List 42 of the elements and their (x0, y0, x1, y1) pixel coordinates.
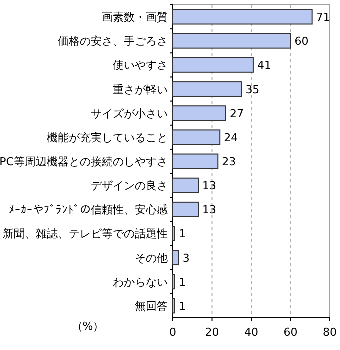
y-tick-label: 価格の安さ、手ごろさ (58, 35, 168, 48)
y-tick-label: 重さが軽い (113, 83, 168, 96)
data-label: 1 (178, 300, 186, 313)
data-label: 24 (224, 131, 238, 144)
bar (172, 178, 200, 194)
bar (172, 130, 221, 146)
x-tick-label: 0 (170, 326, 176, 339)
data-label: 23 (222, 156, 236, 168)
data-label: 41 (257, 59, 272, 72)
data-label: 13 (202, 180, 217, 193)
y-tick-label: ﾒｰｶｰやﾌﾞﾗﾝﾄﾞの信頼性、安心感 (9, 204, 168, 217)
bar (172, 82, 242, 97)
x-tick-label: 60 (284, 326, 298, 339)
bar (172, 154, 219, 170)
data-label: 71 (316, 11, 330, 24)
bar (172, 33, 292, 49)
bar (172, 202, 200, 218)
y-tick-label: その他 (135, 252, 168, 265)
x-axis-title: （%） (72, 320, 104, 333)
y-tick-label: 機能が充実していること (47, 131, 168, 144)
y-tick-label: わからない (113, 276, 168, 289)
x-tick-label: 80 (323, 326, 337, 339)
y-tick-label: 使いやすさ (113, 59, 168, 72)
y-tick-label: PC等周辺機器との接続のしやすさ (0, 156, 168, 168)
y-tick-label: 無回答 (135, 300, 168, 313)
y-tick-label: 新聞、雑誌、テレビ等での話題性 (3, 228, 168, 241)
data-label: 13 (202, 204, 217, 217)
data-label: 1 (178, 228, 186, 241)
data-label: 35 (246, 83, 260, 96)
bar (172, 106, 226, 122)
y-tick-label: 画素数・画質 (102, 11, 168, 24)
y-tick-label: サイズが小さい (91, 107, 168, 120)
data-label: 1 (178, 276, 186, 289)
bar (172, 57, 254, 73)
x-tick-label: 40 (244, 326, 258, 339)
bar (172, 250, 180, 266)
x-tick-label: 20 (205, 326, 220, 339)
data-label: 3 (182, 252, 190, 265)
bar (172, 9, 313, 25)
data-label: 27 (230, 107, 244, 120)
y-tick-label: デザインの良さ (91, 180, 168, 193)
data-label: 60 (294, 35, 309, 48)
